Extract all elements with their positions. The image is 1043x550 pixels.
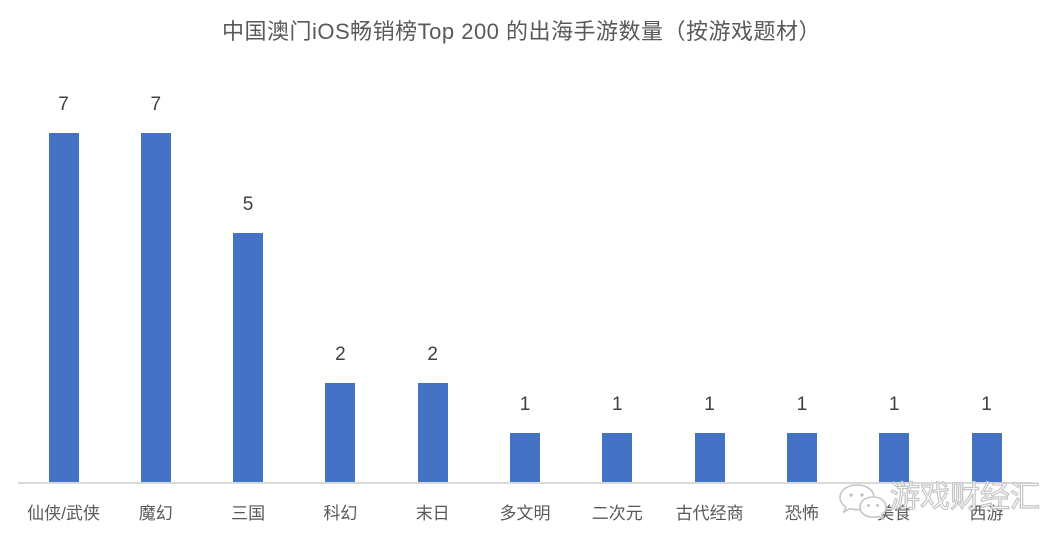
category-label: 古代经商 — [675, 504, 744, 523]
category-label: 仙侠/武侠 — [27, 504, 100, 523]
data-label: 1 — [704, 394, 715, 415]
data-label: 5 — [242, 194, 254, 215]
bar — [233, 233, 264, 483]
bar — [48, 133, 79, 483]
data-label: 1 — [888, 394, 900, 415]
data-label: 2 — [335, 344, 346, 365]
bar — [417, 383, 448, 483]
category-label: 末日 — [415, 504, 450, 523]
category-label: 西游 — [969, 504, 1004, 523]
data-label: 2 — [427, 344, 438, 365]
watermark: 游戏财经汇 — [832, 480, 1041, 526]
category-label: 三国 — [231, 504, 266, 523]
category-label: 魔幻 — [138, 504, 173, 523]
data-label: 7 — [58, 94, 69, 115]
bar — [602, 433, 633, 483]
data-label: 1 — [519, 394, 531, 415]
x-axis-line — [18, 482, 1031, 484]
watermark-text: 游戏财经汇 — [889, 480, 1040, 514]
bar — [325, 383, 356, 483]
category-label: 多文明 — [499, 504, 551, 523]
bar — [786, 433, 817, 483]
bar — [971, 433, 1002, 483]
wechat-icon — [839, 484, 887, 521]
category-label: 科幻 — [323, 504, 358, 523]
chart-title: 中国澳门iOS畅销榜Top 200 的出海手游数量（按游戏题材） — [221, 19, 822, 44]
bar — [510, 433, 540, 483]
data-label: 1 — [612, 394, 623, 415]
data-label: 7 — [150, 94, 162, 115]
category-label: 恐怖 — [784, 504, 819, 523]
data-label: 1 — [981, 394, 992, 415]
category-label: 二次元 — [591, 504, 643, 523]
bar — [694, 433, 725, 483]
bar — [140, 133, 171, 483]
data-label: 1 — [796, 394, 808, 415]
bar — [879, 433, 910, 483]
